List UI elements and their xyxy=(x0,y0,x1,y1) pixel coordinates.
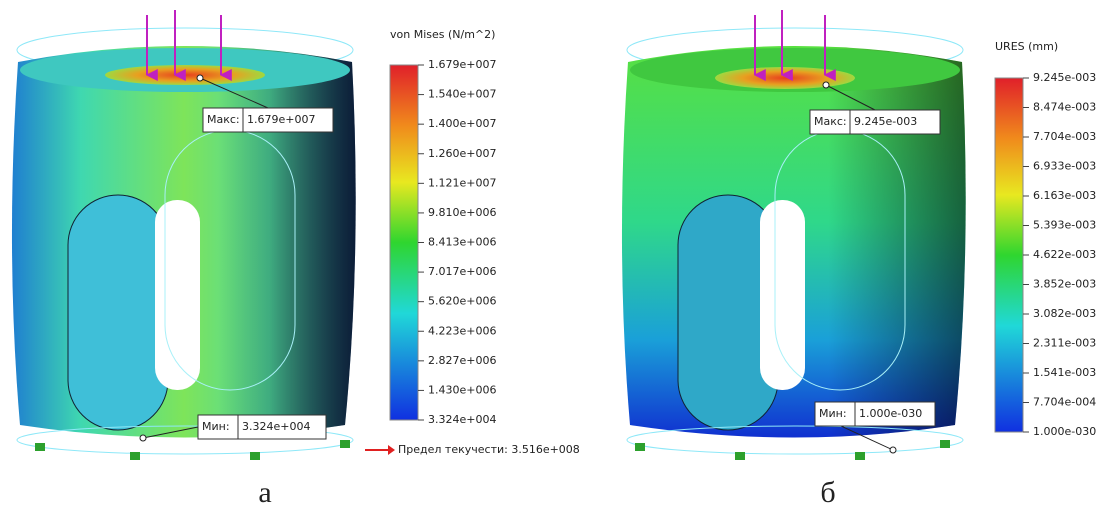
model-b xyxy=(622,10,966,460)
opening xyxy=(760,200,805,390)
legend-tick-label: 3.082e-003 xyxy=(1033,307,1096,320)
legend-tick-label: 3.324e+004 xyxy=(428,413,496,426)
yield-arrow-head xyxy=(388,445,395,455)
max-value: 9.245e-003 xyxy=(854,115,917,128)
hot-spot xyxy=(715,67,855,89)
legend-tick-label: 1.000e-030 xyxy=(1033,425,1096,438)
hot-spot xyxy=(105,65,265,85)
hole xyxy=(68,195,168,430)
legend-tick-label: 1.121e+007 xyxy=(428,176,496,189)
legend-tick-label: 7.704e-003 xyxy=(1033,130,1096,143)
legend-tick-label: 6.933e-003 xyxy=(1033,160,1096,173)
max-point xyxy=(197,75,203,81)
yield-text: Предел текучести: 3.516e+008 xyxy=(398,443,580,456)
min-label: Мин: xyxy=(202,420,230,433)
max-label: Макс: xyxy=(207,113,240,126)
legend-tick-label: 1.540e+007 xyxy=(428,88,496,101)
legend-tick-label: 1.430e+006 xyxy=(428,383,496,396)
legend-tick-label: 5.620e+006 xyxy=(428,295,496,308)
min-label: Мин: xyxy=(819,407,847,420)
legend-title: von Mises (N/m^2) xyxy=(390,28,495,41)
max-label: Макс: xyxy=(814,115,847,128)
color-bar xyxy=(390,65,418,420)
legend-tick-label: 3.852e-003 xyxy=(1033,278,1096,291)
legend-tick-label: 7.704e-004 xyxy=(1033,396,1096,409)
min-value: 1.000e-030 xyxy=(859,407,922,420)
color-bar xyxy=(995,78,1023,432)
max-point xyxy=(823,82,829,88)
body: von Mises (N/m^2) 1.679e+007 1.540e+007 1.4… xyxy=(0,0,1105,510)
legend-tick-label: 1.400e+007 xyxy=(428,117,496,130)
legend-tick-label: 5.393e-003 xyxy=(1033,219,1096,232)
min-value: 3.324e+004 xyxy=(242,420,310,433)
model-a xyxy=(12,10,356,460)
legend-tick-label: 1.260e+007 xyxy=(428,147,496,160)
legend-tick-label: 2.827e+006 xyxy=(428,354,496,367)
legend-tick-label: 4.622e-003 xyxy=(1033,248,1096,261)
figure: von Mises (N/m^2) 1.679e+007 1.540e+007 1.4… xyxy=(0,0,1105,510)
legend-tick-label: 2.311e-003 xyxy=(1033,337,1096,350)
legend-tick-label: 4.223e+006 xyxy=(428,324,496,337)
legend-tick-label: 6.163e-003 xyxy=(1033,189,1096,202)
legend-tick-label: 9.245e-003 xyxy=(1033,71,1096,84)
legend-tick-label: 7.017e+006 xyxy=(428,265,496,278)
legend-tick-label: 1.679e+007 xyxy=(428,58,496,71)
max-value: 1.679e+007 xyxy=(247,113,315,126)
opening xyxy=(155,200,200,390)
min-point xyxy=(890,447,896,453)
legend-tick-label: 8.413e+006 xyxy=(428,236,496,249)
legend-title: URES (mm) xyxy=(995,40,1058,53)
caption: а xyxy=(258,476,271,509)
legend-tick-label: 8.474e-003 xyxy=(1033,101,1096,114)
legend-tick-label: 1.541e-003 xyxy=(1033,366,1096,379)
caption: б xyxy=(820,476,835,509)
min-point xyxy=(140,435,146,441)
legend-tick-label: 9.810e+006 xyxy=(428,206,496,219)
page: FEA results {"panels": [ {"legend_title"… xyxy=(0,0,1105,510)
